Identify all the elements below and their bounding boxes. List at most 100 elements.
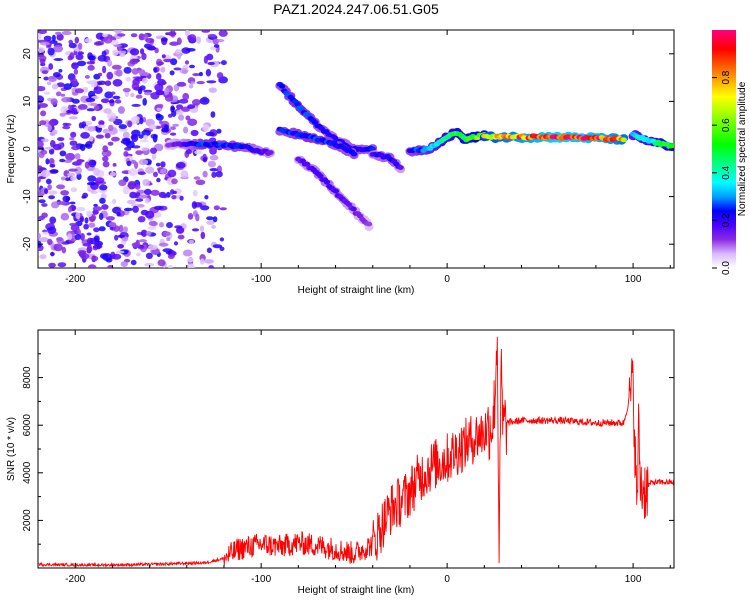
snr-xtick-label: -200 (65, 574, 85, 585)
spectrogram-noise-blob (220, 60, 227, 66)
spectrogram-noise-blob (57, 137, 65, 142)
spectrogram-noise-blob (159, 222, 164, 228)
spectrogram-xlabel: Height of straight line (km) (298, 285, 415, 296)
spectrogram-noise-blob (117, 106, 125, 114)
spectrogram-noise-blob (177, 53, 182, 60)
spectrogram-noise-blob (86, 165, 96, 172)
spectrogram-noise-blob (131, 68, 139, 75)
spectrogram-noise-blob (68, 168, 78, 172)
spectrogram-noise-blob (84, 38, 93, 43)
spectrogram-noise-blob (152, 134, 158, 143)
spectrogram-noise-blob (148, 123, 157, 130)
spectrogram-noise-blob (206, 216, 214, 221)
spectrogram-noise-blob (88, 135, 94, 142)
spectrogram-noise-blob (38, 199, 46, 204)
spectrogram-noise-blob (116, 250, 125, 254)
spectrogram-noise-blob (94, 177, 105, 184)
spectrogram-noise-blob (157, 259, 166, 267)
spectrogram-noise-blob (130, 159, 137, 164)
spectrogram-noise-blob (175, 49, 181, 55)
spectrogram-noise-blob (168, 264, 173, 268)
spectrogram-noise-blob (47, 124, 52, 132)
colorbar-tick-label: 0.6 (721, 118, 732, 132)
spectrogram-noise-blob (80, 233, 85, 241)
spectrogram-noise-blob (69, 222, 77, 227)
spectrogram-noise-blob (173, 241, 179, 246)
spectrogram-noise-blob (181, 47, 191, 54)
spectrogram-noise-blob (87, 55, 96, 61)
spectrogram-noise-blob (41, 203, 48, 207)
spectrogram-noise-blob (57, 201, 67, 205)
spectrogram-noise-blob (130, 48, 140, 56)
spectrogram-noise-blob (131, 115, 141, 124)
spectrogram-noise-blob (48, 195, 55, 200)
spectrogram-noise-blob (163, 124, 169, 133)
spectrogram-noise-blob (39, 254, 47, 260)
spectrogram-noise-blob (219, 207, 227, 211)
spectrogram-noise-blob (131, 103, 141, 107)
spectrogram-ridge-point (620, 137, 627, 143)
spectrogram-noise-blob (201, 30, 210, 33)
spectrogram-noise-blob (71, 145, 81, 151)
spectrogram-noise-blob (38, 32, 42, 41)
spectrogram-noise-blob (103, 108, 112, 114)
snr-ytick-label: 8000 (22, 366, 33, 389)
spectrogram-noise-blob (125, 140, 135, 149)
spectrogram-noise-blob (84, 217, 89, 224)
spectrogram-noise-blob (170, 126, 176, 130)
spectrogram-noise-blob (70, 187, 78, 193)
spectrogram-noise-blob (118, 124, 128, 130)
spectrogram-ridge-point (304, 161, 311, 167)
spectrogram-noise-blob (184, 30, 190, 37)
spectrogram-noise-blob (134, 184, 141, 190)
spectrogram-noise-blob (104, 80, 112, 86)
spectrogram-noise-blob (112, 198, 117, 204)
spectrogram-noise-blob (61, 96, 71, 103)
spectrogram-noise-blob (161, 54, 166, 59)
spectrogram-noise-blob (97, 80, 107, 86)
spectrogram-xtick-label: 0 (444, 274, 450, 285)
spectrogram-ytick-label: 10 (22, 95, 33, 107)
spectrogram-noise-blob (73, 68, 78, 75)
spectrogram-marks (38, 30, 674, 268)
spectrogram-noise-blob (106, 112, 117, 120)
spectrogram-noise-blob (216, 128, 222, 134)
spectrogram-noise-blob (85, 141, 93, 149)
spectrogram-noise-blob (202, 157, 208, 163)
spectrogram-noise-blob (176, 37, 182, 45)
spectrogram-noise-blob (118, 179, 127, 187)
spectrogram-ridge-point (278, 83, 286, 89)
spectrogram-noise-blob (130, 33, 138, 38)
spectrogram-noise-blob (206, 220, 215, 225)
spectrogram-noise-blob (147, 244, 158, 250)
spectrogram-noise-blob (128, 181, 137, 186)
spectrogram-noise-blob (185, 115, 191, 121)
spectrogram-noise-blob (171, 178, 178, 185)
spectrogram-ridge-point (332, 188, 340, 194)
spectrogram-noise-blob (183, 126, 189, 134)
spectrogram-noise-blob (207, 33, 217, 38)
spectrogram-noise-blob (116, 211, 121, 217)
spectrogram-noise-blob (153, 205, 164, 210)
spectrogram-noise-blob (195, 213, 200, 222)
spectrogram-noise-blob (193, 202, 203, 208)
spectrogram-noise-blob (180, 170, 189, 179)
snr-panel: -200 -100 0 100 2000 4000 6000 8000 Height of s… (6, 329, 675, 596)
spectrogram-noise-blob (162, 194, 168, 199)
spectrogram-noise-blob (53, 45, 63, 53)
spectrogram-noise-blob (111, 136, 120, 142)
colorbar-ticks: 0.0 0.2 0.4 0.6 0.8 (712, 70, 732, 275)
spectrogram-noise-blob (95, 32, 105, 40)
snr-ytick-label: 2000 (22, 509, 33, 532)
spectrogram-noise-blob (38, 177, 41, 183)
spectrogram-noise-blob (114, 234, 119, 241)
spectrogram-noise-blob (97, 124, 107, 128)
spectrogram-noise-blob (219, 246, 225, 251)
spectrogram-noise-blob (78, 42, 83, 50)
spectrogram-noise-blob (39, 237, 49, 243)
spectrogram-noise-blob (80, 132, 90, 139)
spectrogram-noise-blob (208, 265, 214, 268)
spectrogram-noise-blob (143, 134, 149, 140)
spectrogram-noise-blob (47, 226, 57, 234)
